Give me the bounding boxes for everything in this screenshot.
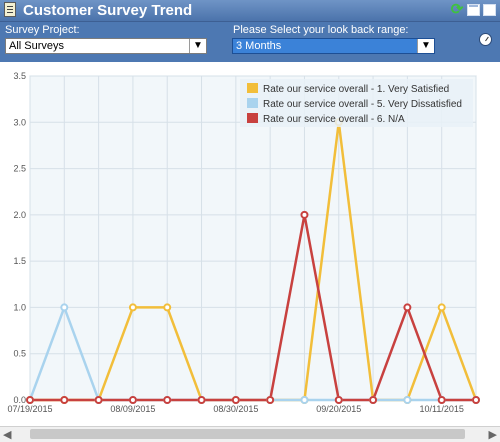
- x-tick-label: 08/09/2015: [110, 404, 155, 414]
- data-point: [437, 303, 446, 312]
- data-point: [26, 396, 34, 404]
- trend-chart: 0.0 0.5 1.0 1.5 2.0 2.5 3.0 3.5 07/19/2015 08/09…: [0, 62, 500, 426]
- lookback-range-value: 3 Months: [236, 40, 282, 52]
- data-point: [163, 396, 172, 404]
- close-icon[interactable]: [483, 4, 496, 16]
- survey-project-select[interactable]: All Surveys ▼: [5, 38, 207, 54]
- series-points: [26, 118, 480, 404]
- y-tick-label: 3.5: [13, 71, 26, 81]
- y-tick-label: 2.0: [13, 210, 26, 220]
- x-tick-label: 09/20/2015: [316, 404, 361, 414]
- data-point: [300, 396, 309, 404]
- data-point: [163, 303, 172, 312]
- legend-box: [240, 79, 473, 127]
- legend-swatch: [247, 98, 258, 108]
- x-axis-ticks: 07/19/2015 08/09/2015 08/30/2015 09/20/2015…: [7, 404, 463, 414]
- restore-icon[interactable]: [467, 4, 480, 16]
- data-point: [300, 210, 309, 219]
- data-point: [334, 396, 343, 404]
- data-point: [60, 303, 69, 312]
- chart-grid: [29, 75, 477, 401]
- refresh-icon[interactable]: ⟳: [450, 1, 464, 18]
- lookback-range-label: Please Select your look back range:: [233, 24, 409, 36]
- legend-swatch: [247, 113, 258, 123]
- filter-bar: Survey Project: All Surveys ▼ Please Sel…: [0, 22, 500, 62]
- y-tick-label: 0.0: [13, 395, 26, 405]
- legend-label: Rate our service overall - 1. Very Satis…: [263, 84, 449, 95]
- chevron-down-icon[interactable]: ▼: [189, 39, 206, 53]
- chart-legend: Rate our service overall - 1. Very Satis…: [240, 79, 473, 127]
- data-point: [437, 396, 446, 404]
- legend-swatch: [247, 83, 258, 93]
- survey-project-value: All Surveys: [9, 40, 65, 52]
- document-icon: [4, 2, 16, 17]
- x-tick-label: 10/11/2015: [419, 404, 463, 414]
- window-title: Customer Survey Trend: [23, 2, 193, 19]
- horizontal-scrollbar[interactable]: ◀ ▶: [0, 426, 500, 442]
- data-point: [231, 396, 240, 404]
- data-point: [472, 396, 480, 404]
- legend-label: Rate our service overall - 5. Very Dissa…: [263, 99, 462, 110]
- data-point: [266, 396, 275, 404]
- data-point: [60, 396, 69, 404]
- x-tick-label: 08/30/2015: [213, 404, 258, 414]
- y-tick-label: 1.0: [13, 302, 26, 312]
- y-axis-ticks: 0.0 0.5 1.0 1.5 2.0 2.5 3.0 3.5: [13, 71, 26, 405]
- series-line: [30, 214, 476, 402]
- data-point: [369, 396, 378, 404]
- survey-project-label: Survey Project:: [5, 24, 80, 36]
- lookback-range-select[interactable]: 3 Months ▼: [232, 38, 435, 54]
- plot-area: [29, 75, 477, 401]
- scroll-left-icon[interactable]: ◀: [3, 429, 12, 441]
- data-point: [197, 396, 206, 404]
- data-point: [403, 396, 412, 404]
- gauge-icon[interactable]: [479, 33, 492, 46]
- scrollbar-thumb[interactable]: [30, 429, 465, 439]
- x-tick-label: 07/19/2015: [7, 404, 52, 414]
- series-lines: [28, 122, 478, 402]
- title-bar: Customer Survey Trend ⟳: [0, 0, 500, 22]
- data-point: [94, 396, 103, 404]
- y-tick-label: 0.5: [13, 349, 26, 359]
- data-point: [128, 396, 137, 404]
- scroll-right-icon[interactable]: ▶: [488, 429, 497, 441]
- y-tick-label: 1.5: [13, 256, 26, 266]
- chevron-down-icon[interactable]: ▼: [417, 39, 434, 53]
- legend-label: Rate our service overall - 6. N/A: [263, 114, 405, 125]
- y-tick-label: 2.5: [13, 164, 26, 174]
- y-tick-label: 3.0: [13, 117, 26, 127]
- data-point: [128, 303, 137, 312]
- data-point: [403, 303, 412, 312]
